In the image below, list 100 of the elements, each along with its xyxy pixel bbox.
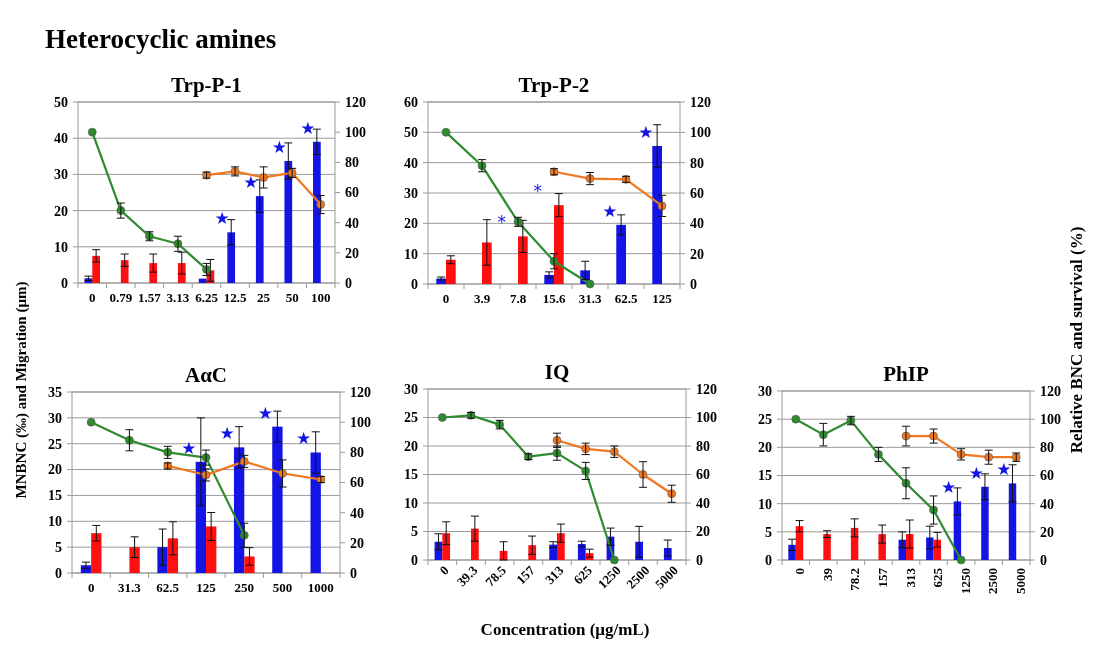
annotation: ★ [214,208,230,229]
x-tick-label: 62.5 [614,291,638,306]
y-tick-label: 20 [404,438,418,454]
point [86,417,96,427]
y-tick-label: 5 [55,540,62,556]
bar [652,145,662,284]
y-tick-label: 20 [404,216,418,232]
bar [195,461,206,573]
annotation: ★ [941,477,957,498]
y2-tick-label: 20 [696,524,710,540]
x-tick-label: 78.2 [847,568,863,591]
y2-tick-label: 120 [696,381,717,397]
bar [1008,483,1017,560]
y2-tick-label: 0 [696,552,703,568]
annotation: ★ [968,462,984,483]
y2-tick-label: 80 [345,155,359,171]
y2-tick-label: 120 [690,94,711,110]
point [441,128,451,137]
bar [227,232,236,283]
x-tick-label: 1000 [307,580,334,595]
x-tick-label: 50 [285,290,299,305]
x-tick-label: 0 [436,562,452,578]
x-tick-label: 78.5 [482,562,510,590]
chart-title: Trp-P-2 [518,73,590,97]
y2-tick-label: 20 [1040,524,1054,540]
bar [518,236,528,284]
annotation: ★ [996,459,1012,480]
y2-tick-label: 20 [690,246,704,262]
x-tick-label: 3.9 [473,291,491,306]
x-tick-label: 6.25 [195,290,219,305]
x-tick-label: 125 [196,580,217,595]
x-tick-label: 157 [874,567,890,588]
y-tick-label: 10 [404,246,418,262]
bar [157,547,168,573]
y-tick-label: 20 [54,203,68,219]
chart-title: PhIP [883,362,929,386]
x-tick-label: 31.3 [118,580,142,595]
y-tick-label: 30 [404,185,418,201]
annotation: ★ [181,437,197,458]
y-tick-label: 30 [48,410,62,426]
x-tick-label: 25 [257,290,271,305]
y-tick-label: 30 [758,383,772,399]
x-tick-label: 500 [272,580,293,595]
y-tick-label: 5 [411,524,418,540]
y2-axis-title: Relative BNC and survival (%) [1067,226,1086,454]
annotation: ★ [219,423,235,444]
point [791,414,801,424]
bar [129,547,140,573]
y2-tick-label: 20 [350,535,364,551]
chart-title: Trp-P-1 [171,73,242,97]
x-tick-label: 0 [792,568,808,575]
bar [981,486,989,560]
y-tick-label: 10 [48,514,62,530]
y2-tick-label: 100 [345,125,366,141]
annotation: ★ [257,402,273,423]
bar [120,260,129,283]
x-tick-label: 125 [652,291,673,306]
y-tick-label: 40 [404,155,418,171]
x-tick-label: 1.57 [138,290,162,305]
x-tick-label: 15.6 [542,291,566,306]
y2-tick-label: 60 [696,467,710,483]
x-tick-label: 0.79 [109,290,133,305]
y2-tick-label: 20 [345,245,359,261]
point [956,555,966,565]
annotation: ★ [296,428,312,449]
y2-tick-label: 120 [345,94,366,110]
x-axis-title: Concentration (μg/mL) [480,620,650,639]
y-tick-label: 35 [48,384,62,400]
text: Heterocyclic amines [45,24,277,54]
annotation: ★ [271,136,287,157]
y2-tick-label: 80 [690,155,704,171]
x-tick-label: 5000 [1012,568,1028,594]
x-tick-label: 625 [570,562,596,588]
x-tick-label: 31.3 [578,291,602,306]
x-tick-label: 62.5 [156,580,180,595]
annotation: ★ [638,121,654,142]
y-tick-label: 25 [758,412,772,428]
y2-tick-label: 40 [696,495,710,511]
annotation: ★ [602,200,618,221]
y-axis-title: MNBNC (‰) and Migration (μm) [13,281,30,499]
y-tick-label: 10 [404,495,418,511]
y2-tick-label: 100 [350,415,371,431]
bar [244,556,255,573]
x-tick-label: 313 [541,562,567,588]
y-tick-label: 50 [54,94,68,110]
y2-tick-label: 80 [696,438,710,454]
y-tick-label: 0 [61,275,68,291]
y-tick-label: 20 [48,462,62,478]
bar [795,526,804,560]
y2-tick-label: 80 [350,445,364,461]
y-tick-label: 60 [404,94,418,110]
bar [446,259,456,284]
y-tick-label: 50 [404,125,418,141]
x-tick-label: 7.8 [509,291,527,306]
x-tick-label: 0 [89,290,96,305]
y2-tick-label: 60 [690,185,704,201]
x-tick-label: 1250 [957,568,973,594]
y2-tick-label: 100 [690,125,711,141]
y2-tick-label: 40 [350,505,364,521]
y-tick-label: 15 [404,467,418,483]
